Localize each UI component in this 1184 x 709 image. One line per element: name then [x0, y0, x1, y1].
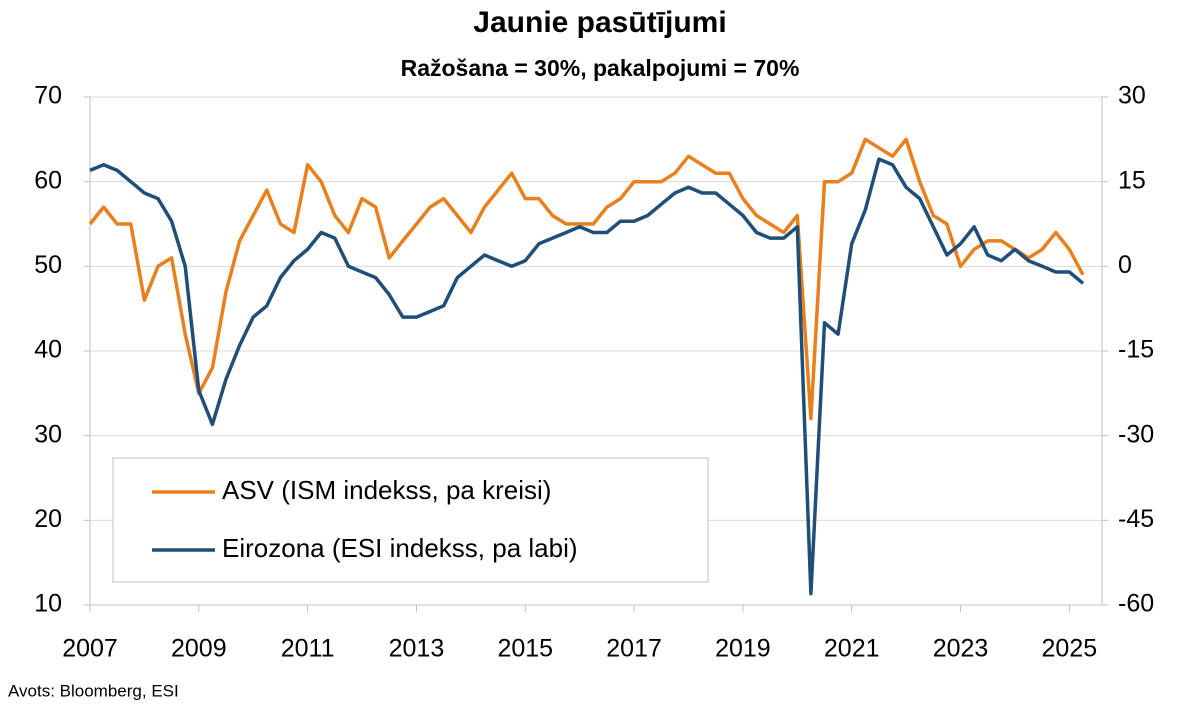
legend-box — [112, 457, 709, 583]
y2-tick-label: 15 — [1118, 166, 1146, 194]
y-tick-label: 30 — [34, 420, 62, 448]
y-tick-label: 60 — [34, 166, 62, 194]
x-tick-label: 2009 — [171, 635, 227, 663]
legend-label: ASV (ISM indekss, pa kreisi) — [222, 475, 551, 505]
source: Avots: Bloomberg, ESI — [8, 681, 179, 700]
x-tick-label: 2025 — [1042, 635, 1098, 663]
x-tick-label: 2019 — [715, 635, 771, 663]
x-tick-label: 2007 — [62, 635, 118, 663]
y2-tick-label: 0 — [1118, 251, 1132, 279]
chart-title: Jaunie pasūtījumi — [473, 6, 726, 39]
y2-tick-label: -45 — [1118, 505, 1154, 533]
y-tick-label: 20 — [34, 505, 62, 533]
y-tick-label: 70 — [34, 82, 62, 110]
x-tick-label: 2011 — [281, 635, 335, 663]
y-tick-label: 10 — [34, 590, 62, 618]
x-tick-label: 2015 — [497, 635, 553, 663]
y2-tick-label: -30 — [1118, 420, 1154, 448]
y-tick-label: 50 — [34, 251, 62, 279]
x-tick-label: 2023 — [933, 635, 989, 663]
x-tick-label: 2017 — [606, 635, 662, 663]
y2-tick-label: -60 — [1118, 590, 1154, 618]
y2-tick-label: 30 — [1118, 82, 1146, 110]
series-line — [88, 137, 1085, 421]
legend-label: Eirozona (ESI indekss, pa labi) — [222, 533, 578, 563]
series-line — [89, 157, 1085, 596]
plot — [84, 96, 1108, 612]
y-tick-label: 40 — [34, 336, 62, 364]
x-tick-label: 2021 — [824, 635, 880, 663]
x-tick-label: 2013 — [389, 635, 445, 663]
chart-subtitle: Ražošana = 30%, pakalpojumi = 70% — [401, 55, 800, 81]
y2-tick-label: -15 — [1118, 336, 1154, 364]
